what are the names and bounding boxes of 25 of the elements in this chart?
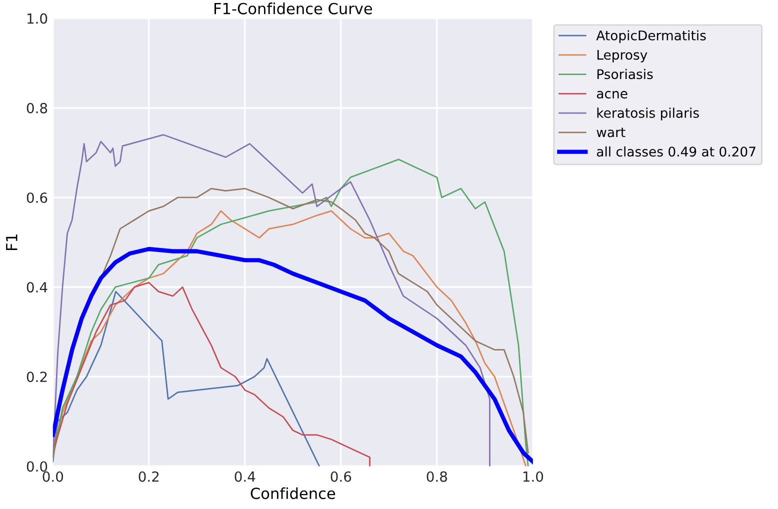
x-axis-title: Confidence bbox=[250, 487, 336, 500]
x-tick-label: 1.0 bbox=[523, 471, 544, 482]
x-tick-label: 0.4 bbox=[234, 471, 256, 482]
y-axis-title: F1 bbox=[6, 234, 18, 250]
x-tick-label: 0.0 bbox=[42, 471, 64, 482]
y-tick-label: 0.0 bbox=[26, 461, 48, 472]
chart-title: F1-Confidence Curve bbox=[214, 2, 372, 14]
line-series bbox=[52, 290, 320, 466]
line-series bbox=[52, 282, 370, 466]
legend-label: Psoriasis bbox=[597, 68, 653, 80]
x-tick-label: 0.6 bbox=[330, 471, 352, 482]
legend-label: all classes 0.49 at 0.207 bbox=[596, 146, 756, 157]
y-tick-label: 0.6 bbox=[26, 192, 48, 203]
y-tick-label: 1.0 bbox=[27, 13, 48, 24]
line-series bbox=[52, 246, 533, 464]
y-tick-label: 0.4 bbox=[26, 282, 48, 293]
legend-label: AtopicDermatitis bbox=[596, 30, 706, 43]
x-tick-label: 0.8 bbox=[426, 471, 448, 482]
legend-label: wart bbox=[596, 128, 626, 138]
legend-label: acne bbox=[596, 90, 628, 99]
y-tick-label: 0.8 bbox=[26, 102, 48, 114]
y-tick-label: 0.2 bbox=[26, 372, 47, 382]
x-tick-label: 0.2 bbox=[138, 471, 159, 482]
legend-label: Leprosy bbox=[597, 50, 648, 62]
legend-label: keratosis pilaris bbox=[597, 108, 699, 120]
